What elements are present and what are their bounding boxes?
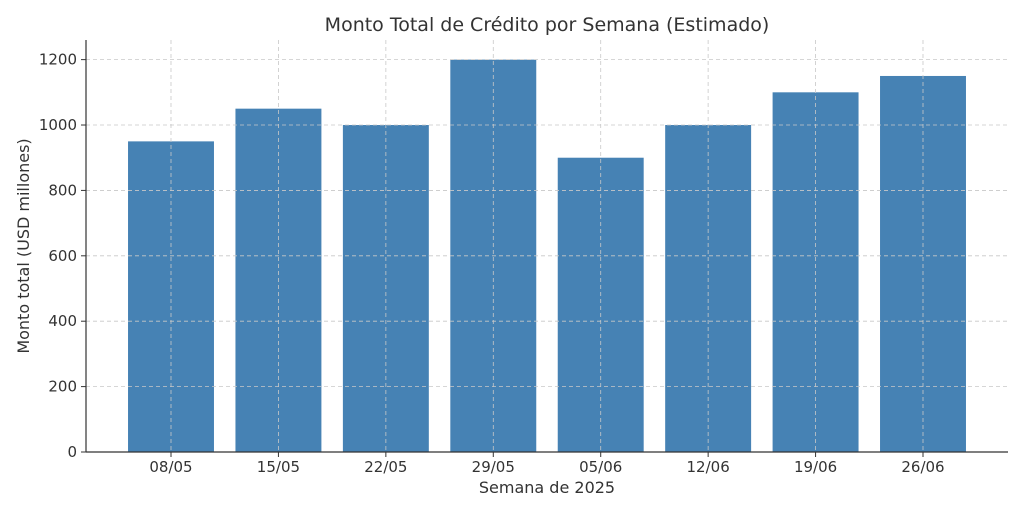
x-tick-label: 08/05	[149, 458, 192, 476]
y-tick-label: 800	[48, 181, 77, 199]
x-axis-label: Semana de 2025	[479, 478, 615, 497]
y-axis-label: Monto total (USD millones)	[14, 138, 33, 353]
y-tick-label: 600	[48, 247, 77, 265]
x-tick-label: 05/06	[579, 458, 622, 476]
y-tick-label: 200	[48, 378, 77, 396]
x-axis-ticks: 08/05 15/05 22/05 29/05 05/06 12/06 19/06 26/06	[149, 452, 945, 476]
x-tick-label: 12/06	[687, 458, 730, 476]
x-tick-label: 26/06	[901, 458, 944, 476]
grid	[86, 40, 1008, 453]
x-tick-label: 22/05	[364, 458, 407, 476]
bars	[128, 59, 966, 453]
y-axis-ticks: 0 200 400 600 800 1000 1200	[39, 51, 86, 461]
y-tick-label: 1200	[39, 51, 77, 69]
y-tick-label: 0	[67, 443, 77, 461]
x-tick-label: 29/05	[472, 458, 515, 476]
bar-05-06	[557, 157, 644, 452]
y-tick-label: 1000	[39, 116, 77, 134]
x-tick-label: 15/05	[257, 458, 300, 476]
chart-title: Monto Total de Crédito por Semana (Estim…	[325, 14, 770, 36]
y-tick-label: 400	[48, 312, 77, 330]
x-tick-label: 19/06	[794, 458, 837, 476]
